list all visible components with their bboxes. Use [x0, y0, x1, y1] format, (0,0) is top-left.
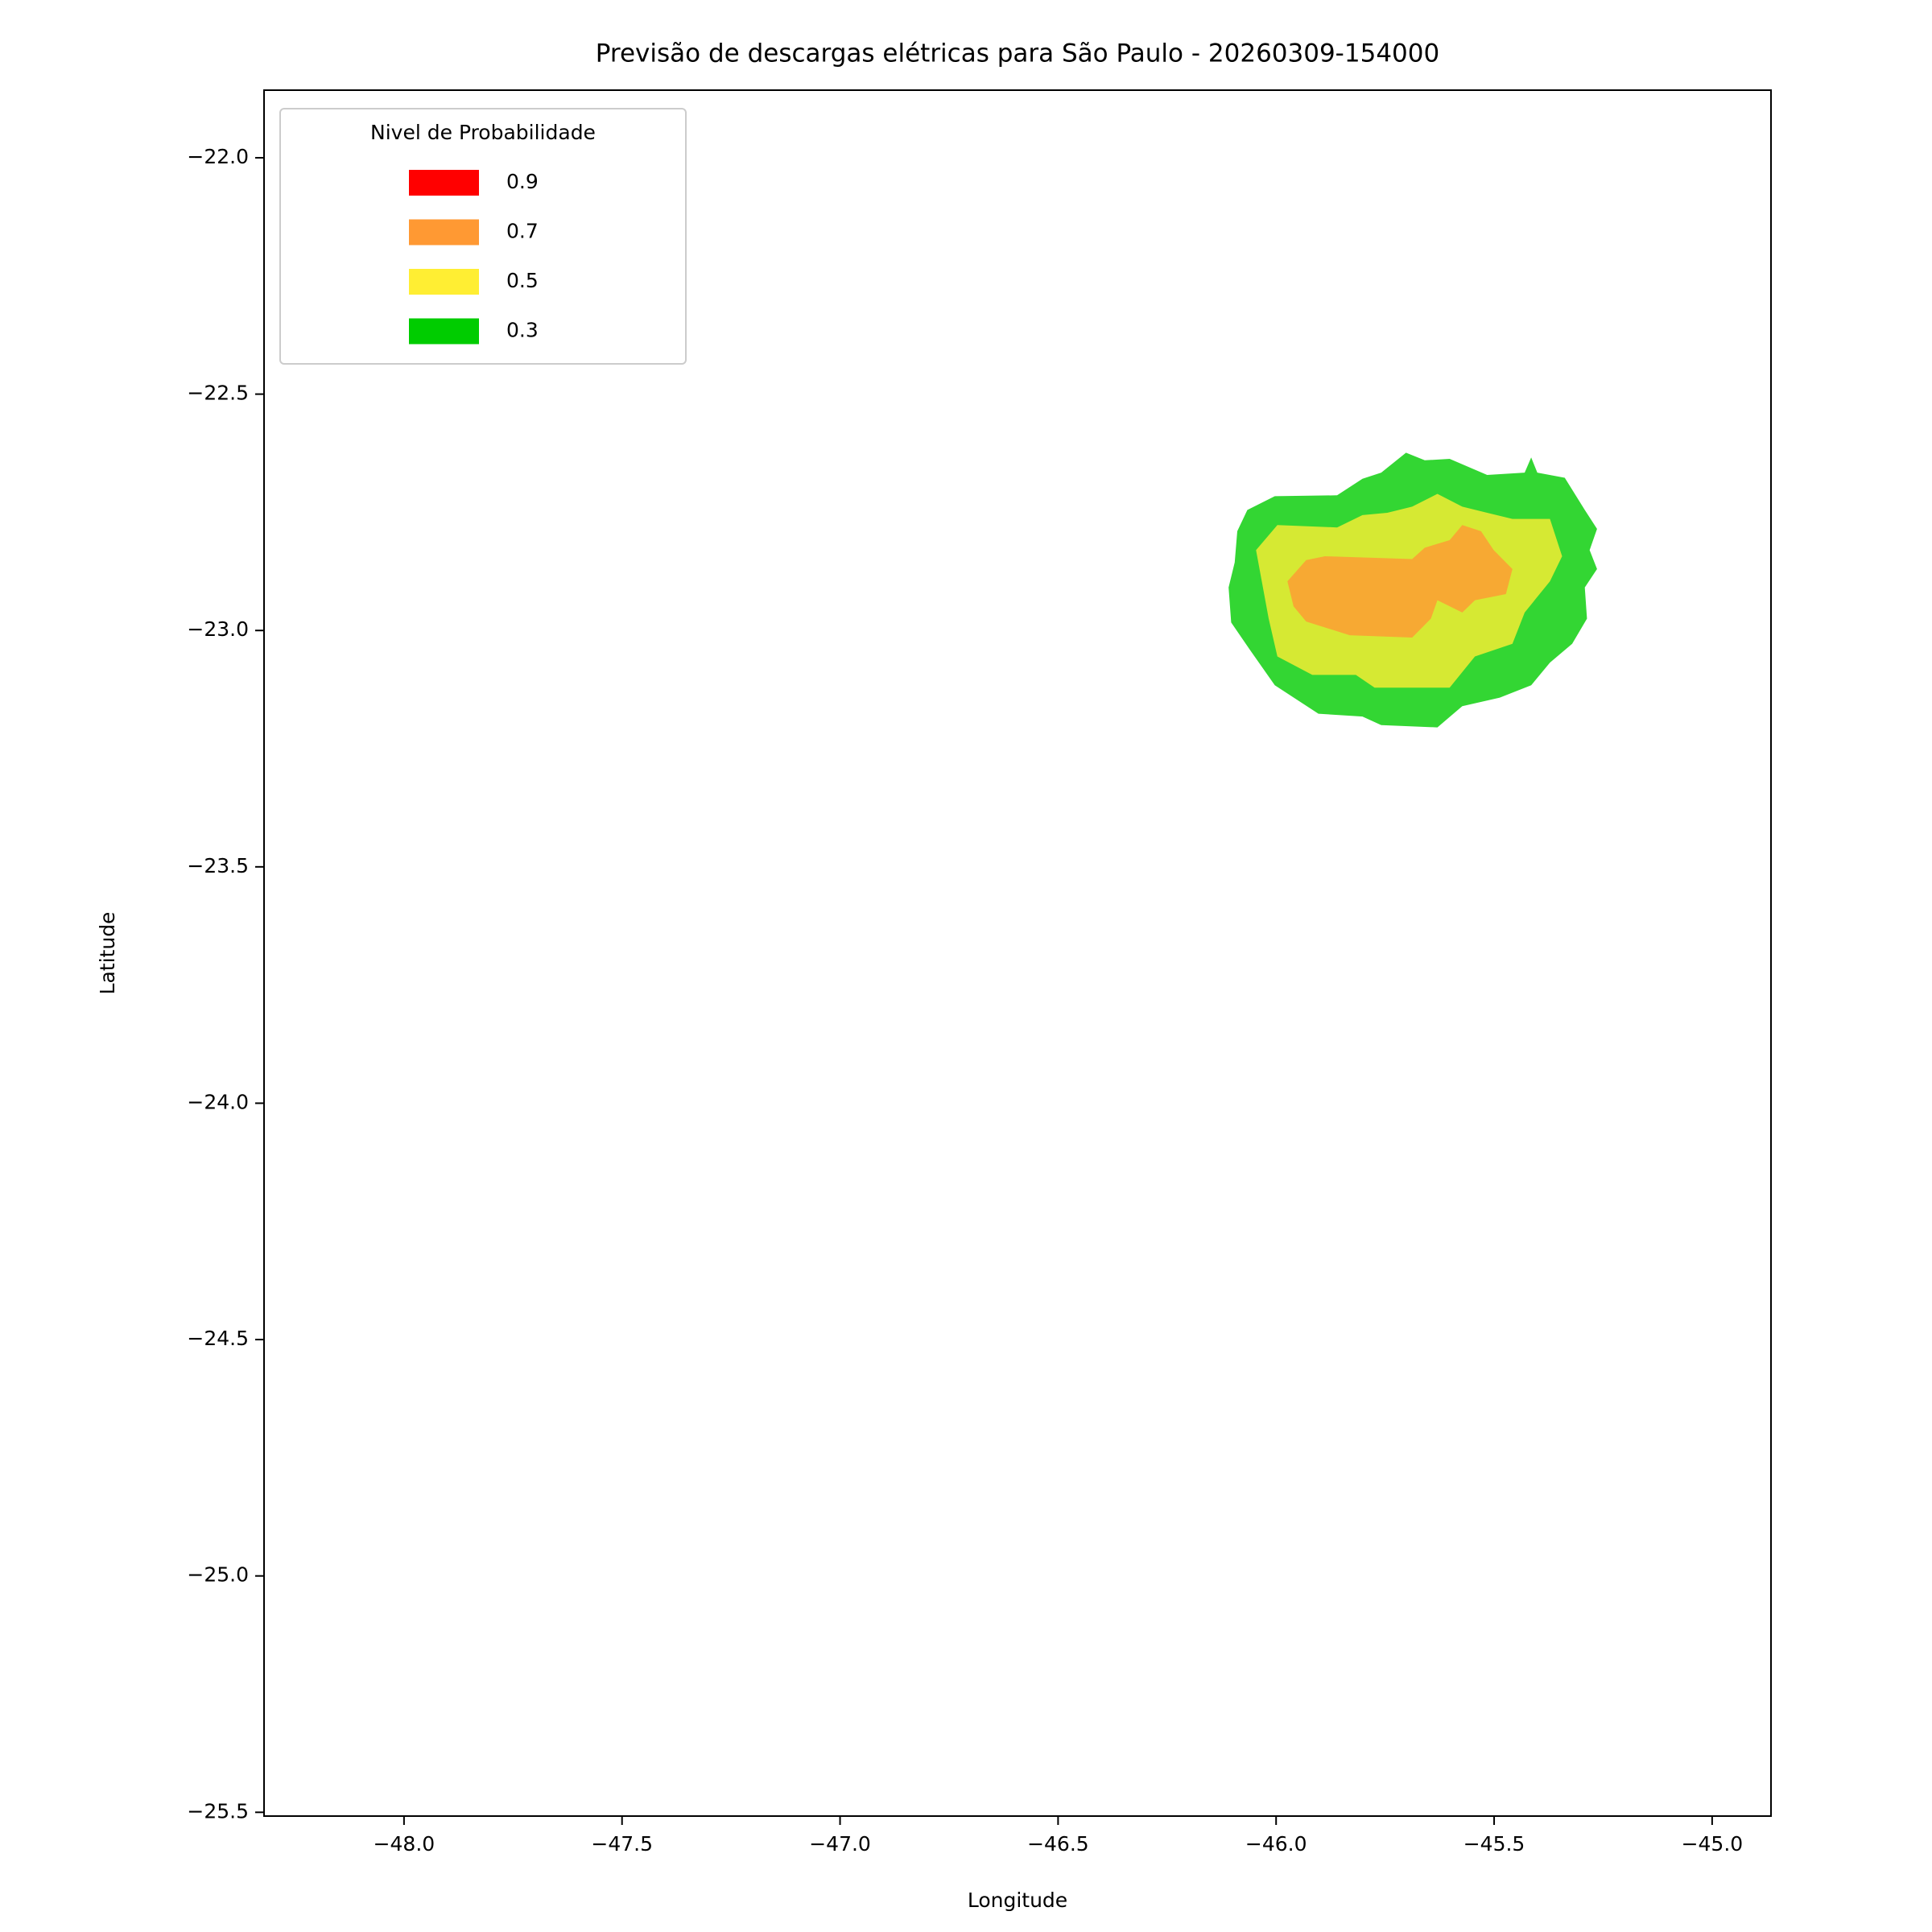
y-tick-label: −22.0: [187, 145, 249, 168]
x-axis-label: Longitude: [968, 1889, 1067, 1912]
x-tick-label: −45.5: [1463, 1832, 1525, 1856]
y-tick-label: −22.5: [187, 382, 249, 405]
chart-title: Previsão de descargas elétricas para São…: [596, 39, 1439, 68]
x-tick-label: −46.0: [1245, 1832, 1307, 1856]
legend-swatch: [409, 219, 479, 246]
x-tick-label: −45.0: [1682, 1832, 1744, 1856]
y-tick-label: −24.0: [187, 1090, 249, 1113]
x-tick-label: −48.0: [374, 1832, 436, 1856]
legend-swatch: [409, 269, 479, 295]
y-tick-label: −23.0: [187, 617, 249, 641]
legend-label: 0.9: [506, 170, 539, 193]
legend-label: 0.5: [506, 269, 539, 292]
contour-region: [1287, 525, 1513, 638]
y-tick-label: −24.5: [187, 1327, 249, 1350]
y-tick-label: −25.0: [187, 1563, 249, 1587]
plot-frame: [263, 89, 1772, 1817]
y-tick-label: −25.5: [187, 1799, 249, 1823]
legend-label: 0.7: [506, 220, 539, 243]
y-tick-label: −23.5: [187, 854, 249, 877]
x-tick-label: −46.5: [1027, 1832, 1089, 1856]
x-tick-label: −47.0: [809, 1832, 871, 1856]
legend-swatch: [409, 170, 479, 196]
legend-box: [279, 108, 687, 365]
legend-swatch: [409, 318, 479, 345]
x-tick-label: −47.5: [591, 1832, 653, 1856]
legend-label: 0.3: [506, 319, 539, 342]
legend-title: Nivel de Probabilidade: [370, 121, 596, 144]
y-axis-label: Latitude: [96, 912, 119, 995]
